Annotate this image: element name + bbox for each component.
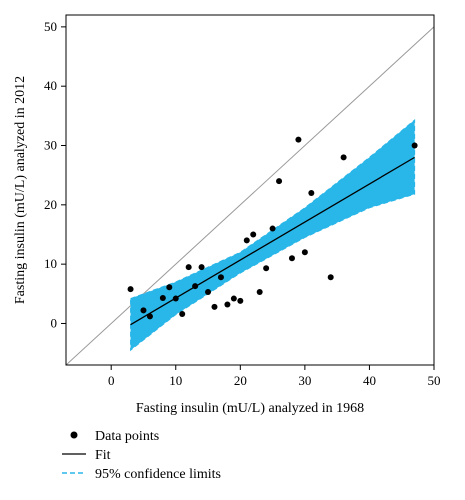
data-point	[243, 237, 250, 244]
data-point	[411, 142, 418, 149]
data-point	[263, 265, 270, 272]
data-point	[327, 274, 334, 281]
y-axis: 0 10 20 30 40 50	[44, 19, 66, 330]
y-tick-label: 30	[44, 138, 57, 153]
data-point	[340, 154, 347, 161]
legend-data-points-marker	[70, 431, 78, 439]
data-point	[237, 297, 244, 304]
data-point	[250, 231, 257, 238]
data-point	[179, 310, 186, 317]
y-tick-label: 20	[44, 197, 57, 212]
x-tick-label: 30	[298, 373, 311, 388]
x-axis: 0 10 20 30 40 50	[108, 365, 441, 388]
y-axis-title: Fasting insulin (mU/L) analyzed in 2012	[13, 76, 28, 304]
data-point	[140, 307, 147, 314]
y-tick-label: 0	[51, 315, 58, 330]
x-tick-label: 0	[108, 373, 115, 388]
data-point	[301, 249, 308, 256]
legend: Data points Fit 95% confidence limits	[62, 429, 221, 482]
data-point	[198, 264, 205, 271]
data-point	[269, 225, 276, 232]
y-tick-label: 50	[44, 19, 57, 34]
data-point	[205, 289, 212, 296]
x-tick-label: 10	[169, 373, 182, 388]
data-point	[308, 189, 315, 196]
data-point	[230, 295, 237, 302]
data-point	[127, 286, 134, 293]
x-tick-label: 50	[428, 373, 441, 388]
data-point	[217, 274, 224, 281]
data-point	[185, 264, 192, 271]
x-axis-title: Fasting insulin (mU/L) analyzed in 1968	[136, 401, 364, 416]
data-point	[146, 313, 153, 320]
confidence-band	[130, 118, 416, 352]
data-point	[166, 284, 173, 291]
y-tick-label: 40	[44, 78, 57, 93]
data-point	[295, 136, 302, 143]
legend-data-points-label: Data points	[95, 429, 159, 444]
identity-line	[66, 26, 434, 365]
data-point	[288, 255, 295, 262]
data-point	[224, 301, 231, 308]
data-point	[172, 295, 179, 302]
legend-confidence-label: 95% confidence limits	[95, 467, 221, 482]
x-tick-label: 20	[234, 373, 247, 388]
data-point	[276, 178, 283, 185]
data-point	[192, 283, 199, 290]
plot-frame	[65, 14, 435, 366]
x-tick-label: 40	[363, 373, 376, 388]
y-tick-label: 10	[44, 256, 57, 271]
data-point	[211, 303, 218, 310]
data-point	[256, 289, 263, 296]
plot-area	[66, 26, 434, 365]
legend-fit-label: Fit	[95, 448, 111, 463]
data-point	[159, 294, 166, 301]
